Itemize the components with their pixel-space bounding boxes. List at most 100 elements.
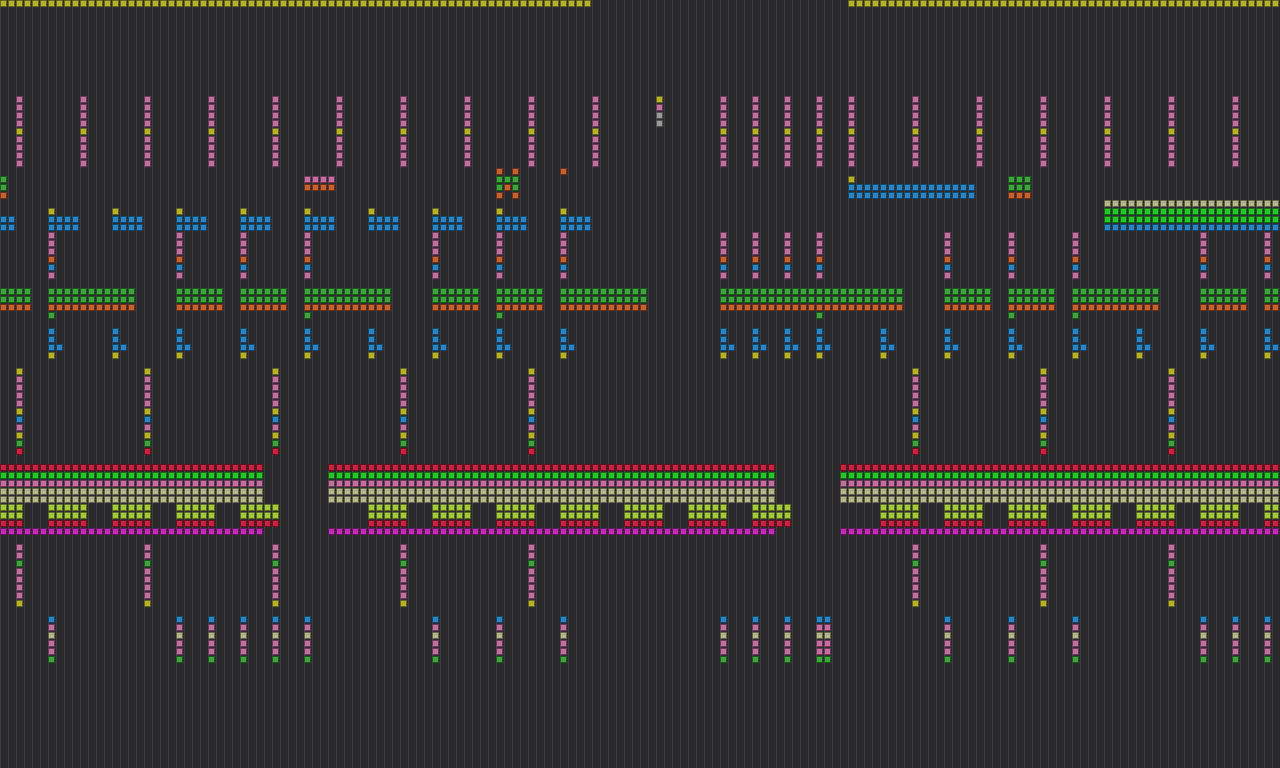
pattern-cell[interactable] xyxy=(1200,288,1207,295)
pattern-cell[interactable] xyxy=(1168,384,1175,391)
pattern-cell[interactable] xyxy=(344,528,351,535)
pattern-cell[interactable] xyxy=(240,528,247,535)
pattern-cell[interactable] xyxy=(272,512,279,519)
pattern-cell[interactable] xyxy=(624,296,631,303)
pattern-cell[interactable] xyxy=(440,344,447,351)
pattern-cell[interactable] xyxy=(720,464,727,471)
pattern-cell[interactable] xyxy=(192,472,199,479)
pattern-cell[interactable] xyxy=(448,0,455,7)
pattern-cell[interactable] xyxy=(112,520,119,527)
pattern-cell[interactable] xyxy=(448,296,455,303)
pattern-cell[interactable] xyxy=(1200,0,1207,7)
pattern-cell[interactable] xyxy=(976,304,983,311)
pattern-cell[interactable] xyxy=(520,520,527,527)
pattern-cell[interactable] xyxy=(336,496,343,503)
pattern-cell[interactable] xyxy=(816,336,823,343)
pattern-cell[interactable] xyxy=(256,464,263,471)
pattern-cell[interactable] xyxy=(240,512,247,519)
pattern-cell[interactable] xyxy=(344,464,351,471)
pattern-cell[interactable] xyxy=(856,528,863,535)
pattern-cell[interactable] xyxy=(1160,480,1167,487)
pattern-cell[interactable] xyxy=(80,520,87,527)
pattern-cell[interactable] xyxy=(208,464,215,471)
pattern-cell[interactable] xyxy=(728,464,735,471)
pattern-cell[interactable] xyxy=(944,472,951,479)
pattern-cell[interactable] xyxy=(536,464,543,471)
pattern-cell[interactable] xyxy=(1144,296,1151,303)
pattern-cell[interactable] xyxy=(576,528,583,535)
pattern-cell[interactable] xyxy=(1192,472,1199,479)
pattern-cell[interactable] xyxy=(912,432,919,439)
pattern-cell[interactable] xyxy=(888,344,895,351)
pattern-cell[interactable] xyxy=(208,120,215,127)
pattern-cell[interactable] xyxy=(352,464,359,471)
pattern-cell[interactable] xyxy=(176,496,183,503)
pattern-cell[interactable] xyxy=(768,512,775,519)
pattern-cell[interactable] xyxy=(976,520,983,527)
pattern-cell[interactable] xyxy=(248,512,255,519)
pattern-cell[interactable] xyxy=(816,136,823,143)
pattern-cell[interactable] xyxy=(496,208,503,215)
pattern-cell[interactable] xyxy=(1040,600,1047,607)
pattern-cell[interactable] xyxy=(320,176,327,183)
pattern-cell[interactable] xyxy=(448,480,455,487)
pattern-cell[interactable] xyxy=(1256,496,1263,503)
pattern-cell[interactable] xyxy=(472,304,479,311)
pattern-cell[interactable] xyxy=(1264,328,1271,335)
pattern-cell[interactable] xyxy=(624,504,631,511)
pattern-cell[interactable] xyxy=(792,288,799,295)
pattern-cell[interactable] xyxy=(440,0,447,7)
pattern-cell[interactable] xyxy=(912,0,919,7)
pattern-cell[interactable] xyxy=(8,512,15,519)
pattern-cell[interactable] xyxy=(512,504,519,511)
pattern-cell[interactable] xyxy=(248,224,255,231)
pattern-cell[interactable] xyxy=(1248,200,1255,207)
pattern-cell[interactable] xyxy=(248,520,255,527)
pattern-cell[interactable] xyxy=(1232,520,1239,527)
pattern-cell[interactable] xyxy=(1200,656,1207,663)
pattern-cell[interactable] xyxy=(592,464,599,471)
pattern-cell[interactable] xyxy=(160,472,167,479)
pattern-cell[interactable] xyxy=(1072,272,1079,279)
pattern-cell[interactable] xyxy=(1168,600,1175,607)
pattern-cell[interactable] xyxy=(264,224,271,231)
pattern-cell[interactable] xyxy=(256,288,263,295)
pattern-cell[interactable] xyxy=(720,632,727,639)
pattern-cell[interactable] xyxy=(528,136,535,143)
pattern-cell[interactable] xyxy=(304,344,311,351)
pattern-cell[interactable] xyxy=(512,192,519,199)
pattern-cell[interactable] xyxy=(0,192,7,199)
pattern-cell[interactable] xyxy=(248,296,255,303)
pattern-cell[interactable] xyxy=(592,512,599,519)
pattern-cell[interactable] xyxy=(232,472,239,479)
pattern-cell[interactable] xyxy=(80,488,87,495)
pattern-cell[interactable] xyxy=(1168,144,1175,151)
pattern-cell[interactable] xyxy=(128,520,135,527)
pattern-cell[interactable] xyxy=(240,216,247,223)
pattern-cell[interactable] xyxy=(520,288,527,295)
pattern-cell[interactable] xyxy=(376,0,383,7)
pattern-cell[interactable] xyxy=(752,656,759,663)
pattern-cell[interactable] xyxy=(960,480,967,487)
pattern-cell[interactable] xyxy=(496,480,503,487)
pattern-cell[interactable] xyxy=(744,304,751,311)
pattern-cell[interactable] xyxy=(1200,224,1207,231)
pattern-cell[interactable] xyxy=(784,232,791,239)
pattern-cell[interactable] xyxy=(256,512,263,519)
pattern-cell[interactable] xyxy=(896,304,903,311)
pattern-cell[interactable] xyxy=(128,488,135,495)
pattern-cell[interactable] xyxy=(368,464,375,471)
pattern-cell[interactable] xyxy=(176,656,183,663)
pattern-cell[interactable] xyxy=(976,144,983,151)
pattern-cell[interactable] xyxy=(488,464,495,471)
pattern-cell[interactable] xyxy=(1024,0,1031,7)
pattern-cell[interactable] xyxy=(80,112,87,119)
pattern-cell[interactable] xyxy=(1264,480,1271,487)
pattern-cell[interactable] xyxy=(224,464,231,471)
pattern-cell[interactable] xyxy=(496,176,503,183)
pattern-cell[interactable] xyxy=(536,304,543,311)
pattern-cell[interactable] xyxy=(360,472,367,479)
pattern-cell[interactable] xyxy=(760,296,767,303)
pattern-cell[interactable] xyxy=(1136,496,1143,503)
pattern-cell[interactable] xyxy=(1136,200,1143,207)
